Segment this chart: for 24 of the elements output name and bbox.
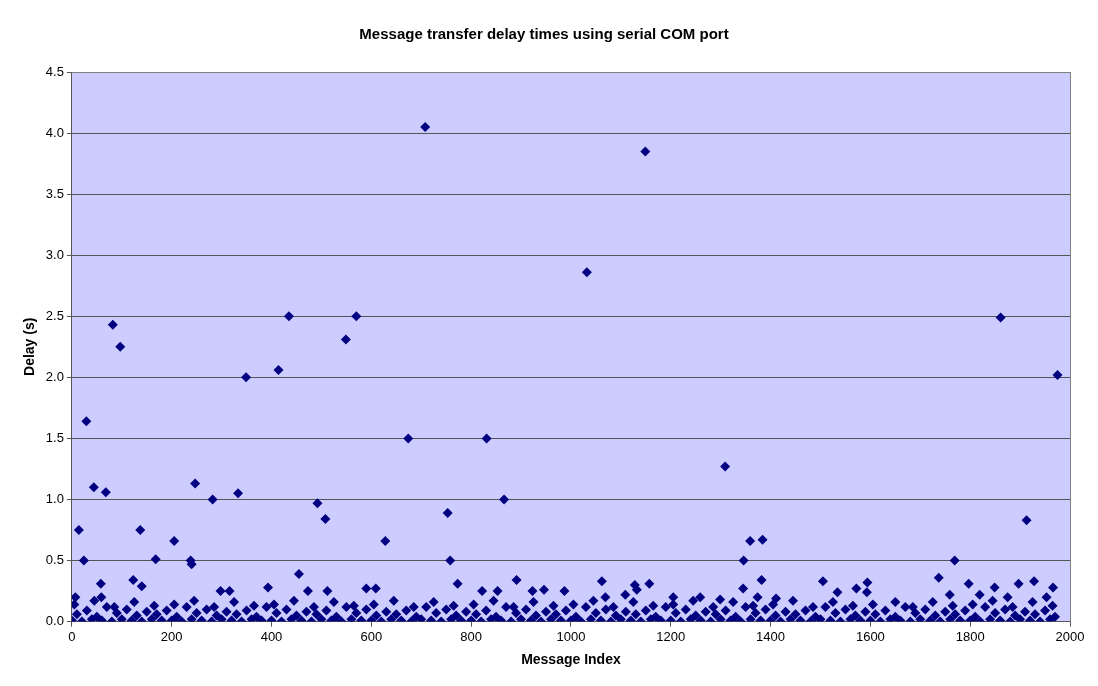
x-tick-label: 1200 [656, 628, 686, 644]
chart-title: Message transfer delay times using serial COM port [359, 25, 729, 43]
y-tick-label: 2.5 [45, 307, 64, 323]
x-tick-label: 1400 [756, 628, 786, 644]
x-tick-label: 2000 [1055, 628, 1085, 644]
y-tick-label: 3.5 [45, 185, 64, 201]
y-tick-label: 4.0 [45, 124, 64, 140]
y-tick-label: 1.5 [45, 429, 64, 445]
y-tick-label: 0.5 [45, 552, 64, 568]
y-tick-label: 1.0 [45, 491, 64, 507]
x-tick-label: 200 [160, 628, 183, 644]
y-tick-label: 3.0 [45, 246, 64, 262]
x-axis-title: Message Index [521, 651, 621, 668]
y-axis-title: Delay (s) [21, 317, 38, 376]
y-tick-label: 2.0 [45, 368, 64, 384]
y-tick-label: 0.0 [45, 613, 64, 629]
x-tick-label: 600 [360, 628, 383, 644]
x-tick-label: 800 [460, 628, 482, 644]
x-tick-label: 1000 [556, 628, 586, 644]
x-tick-label: 1600 [855, 628, 885, 644]
x-tick-label: 1800 [955, 628, 985, 644]
y-tick-label: 4.5 [45, 63, 64, 79]
x-tick-label: 0 [68, 628, 76, 644]
x-tick-label: 400 [260, 628, 283, 644]
